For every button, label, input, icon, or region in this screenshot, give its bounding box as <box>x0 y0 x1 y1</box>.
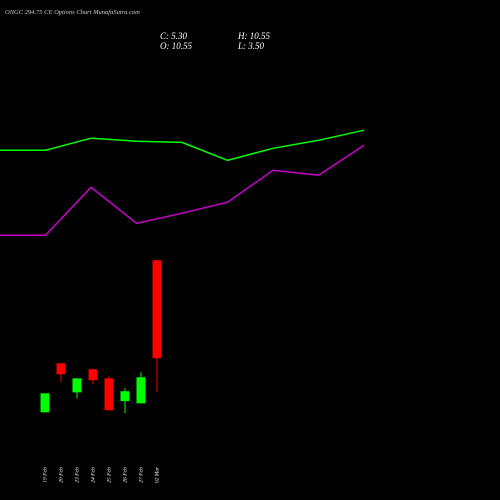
candle-body <box>88 369 98 381</box>
x-tick-label: 20 Feb <box>58 467 64 483</box>
candle-body <box>72 378 82 393</box>
chart-title: ONGC 294.75 CE Options Chart MunafaSutra… <box>5 9 140 16</box>
ohlc-label: L: 3.50 <box>237 41 265 51</box>
indicator-line <box>0 144 365 237</box>
ohlc-label: C: 5.30 <box>160 31 188 41</box>
candle-body <box>120 391 130 402</box>
candle-body <box>104 378 114 411</box>
candle-body <box>136 377 146 404</box>
x-tick-label: 25 Feb <box>106 467 112 483</box>
ohlc-label: O: 10.55 <box>160 41 192 51</box>
x-tick-label: 19 Feb <box>42 467 48 483</box>
x-tick-label: 02 Mar <box>154 466 160 483</box>
candle-body <box>152 260 162 359</box>
candle-body <box>56 363 66 375</box>
ohlc-label: H: 10.55 <box>237 31 270 41</box>
x-tick-label: 26 Feb <box>122 467 128 483</box>
x-tick-label: 23 Feb <box>74 467 80 483</box>
x-tick-label: 24 Feb <box>89 467 96 483</box>
indicator-line <box>0 129 365 162</box>
x-tick-label: 27 Feb <box>138 467 144 483</box>
candle-body <box>40 393 50 413</box>
